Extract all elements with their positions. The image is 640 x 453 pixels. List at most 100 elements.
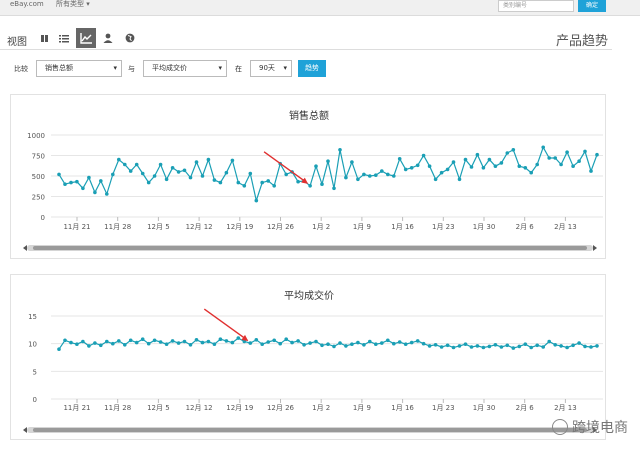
data-point[interactable] bbox=[344, 344, 348, 348]
data-point[interactable] bbox=[380, 169, 384, 173]
data-point[interactable] bbox=[374, 342, 378, 346]
data-point[interactable] bbox=[374, 173, 378, 177]
data-point[interactable] bbox=[128, 169, 133, 173]
metric-b-select[interactable]: 平均成交价 ▾ bbox=[143, 60, 227, 77]
data-point[interactable] bbox=[266, 340, 270, 344]
data-point[interactable] bbox=[320, 182, 324, 186]
data-point[interactable] bbox=[63, 338, 67, 343]
data-point[interactable] bbox=[350, 342, 354, 346]
data-point[interactable] bbox=[338, 148, 342, 152]
data-point[interactable] bbox=[511, 148, 516, 152]
chart-icon[interactable] bbox=[76, 28, 96, 48]
data-point[interactable] bbox=[595, 344, 599, 348]
data-point[interactable] bbox=[475, 152, 480, 157]
data-point[interactable] bbox=[164, 177, 169, 182]
data-point[interactable] bbox=[362, 343, 366, 347]
data-point[interactable] bbox=[212, 342, 217, 346]
data-point[interactable] bbox=[236, 336, 241, 340]
data-point[interactable] bbox=[547, 156, 551, 160]
data-point[interactable] bbox=[176, 170, 181, 174]
data-point[interactable] bbox=[254, 338, 259, 342]
data-point[interactable] bbox=[170, 166, 175, 170]
data-point[interactable] bbox=[505, 343, 510, 348]
data-point[interactable] bbox=[248, 341, 253, 345]
data-point[interactable] bbox=[87, 175, 91, 180]
data-point[interactable] bbox=[278, 341, 283, 346]
data-point[interactable] bbox=[75, 179, 79, 184]
data-point[interactable] bbox=[164, 342, 169, 346]
list-icon[interactable] bbox=[54, 28, 74, 48]
data-point[interactable] bbox=[152, 338, 157, 343]
data-point[interactable] bbox=[140, 337, 145, 341]
data-point[interactable] bbox=[182, 339, 187, 344]
data-point[interactable] bbox=[583, 149, 587, 154]
data-point[interactable] bbox=[99, 179, 103, 183]
data-point[interactable] bbox=[212, 178, 217, 182]
data-point[interactable] bbox=[392, 341, 396, 346]
data-point[interactable] bbox=[547, 339, 551, 344]
data-point[interactable] bbox=[433, 343, 438, 347]
data-point[interactable] bbox=[344, 175, 348, 180]
data-point[interactable] bbox=[451, 160, 456, 164]
data-point[interactable] bbox=[326, 159, 330, 163]
data-point[interactable] bbox=[188, 175, 193, 180]
data-point[interactable] bbox=[469, 165, 474, 169]
data-point[interactable] bbox=[93, 341, 97, 345]
data-point[interactable] bbox=[469, 345, 474, 349]
data-point[interactable] bbox=[481, 166, 486, 170]
data-point[interactable] bbox=[439, 345, 444, 349]
data-point[interactable] bbox=[583, 344, 587, 349]
data-point[interactable] bbox=[284, 337, 289, 341]
data-point[interactable] bbox=[272, 338, 277, 343]
data-point[interactable] bbox=[553, 343, 557, 347]
data-point[interactable] bbox=[320, 343, 324, 348]
data-point[interactable] bbox=[123, 162, 127, 167]
data-point[interactable] bbox=[499, 345, 504, 349]
data-point[interactable] bbox=[296, 179, 300, 184]
data-point[interactable] bbox=[338, 341, 342, 345]
data-point[interactable] bbox=[224, 339, 229, 343]
data-point[interactable] bbox=[445, 167, 450, 172]
data-point[interactable] bbox=[81, 339, 85, 344]
data-point[interactable] bbox=[224, 170, 229, 175]
trend-button[interactable]: 趋势 bbox=[298, 60, 326, 77]
data-point[interactable] bbox=[421, 341, 426, 346]
data-point[interactable] bbox=[541, 145, 545, 150]
data-point[interactable] bbox=[134, 162, 139, 167]
data-point[interactable] bbox=[577, 341, 581, 345]
data-point[interactable] bbox=[541, 345, 545, 349]
data-point[interactable] bbox=[206, 339, 211, 344]
data-point[interactable] bbox=[266, 179, 270, 183]
data-point[interactable] bbox=[326, 342, 330, 346]
data-point[interactable] bbox=[314, 339, 318, 344]
data-point[interactable] bbox=[403, 167, 408, 172]
data-point[interactable] bbox=[559, 344, 563, 348]
data-point[interactable] bbox=[397, 157, 402, 161]
data-point[interactable] bbox=[380, 341, 384, 345]
data-point[interactable] bbox=[57, 347, 61, 351]
data-point[interactable] bbox=[302, 343, 306, 347]
category-id-input[interactable]: 类别编号 bbox=[498, 0, 574, 12]
data-point[interactable] bbox=[188, 343, 193, 347]
data-point[interactable] bbox=[409, 340, 414, 345]
data-point[interactable] bbox=[415, 339, 420, 343]
data-point[interactable] bbox=[433, 177, 438, 182]
data-point[interactable] bbox=[392, 174, 396, 178]
data-point[interactable] bbox=[248, 171, 253, 176]
data-point[interactable] bbox=[105, 339, 109, 344]
data-point[interactable] bbox=[457, 344, 462, 348]
data-point[interactable] bbox=[565, 345, 569, 350]
data-point[interactable] bbox=[242, 184, 247, 188]
data-point[interactable] bbox=[463, 342, 468, 346]
data-point[interactable] bbox=[535, 343, 539, 348]
data-point[interactable] bbox=[397, 340, 402, 344]
data-point[interactable] bbox=[445, 343, 450, 348]
data-point[interactable] bbox=[117, 339, 121, 343]
data-point[interactable] bbox=[230, 158, 235, 163]
data-point[interactable] bbox=[93, 190, 97, 195]
globe-icon[interactable] bbox=[120, 28, 140, 48]
data-point[interactable] bbox=[535, 162, 539, 167]
data-point[interactable] bbox=[218, 337, 223, 341]
data-point[interactable] bbox=[260, 342, 264, 346]
data-point[interactable] bbox=[439, 170, 444, 175]
